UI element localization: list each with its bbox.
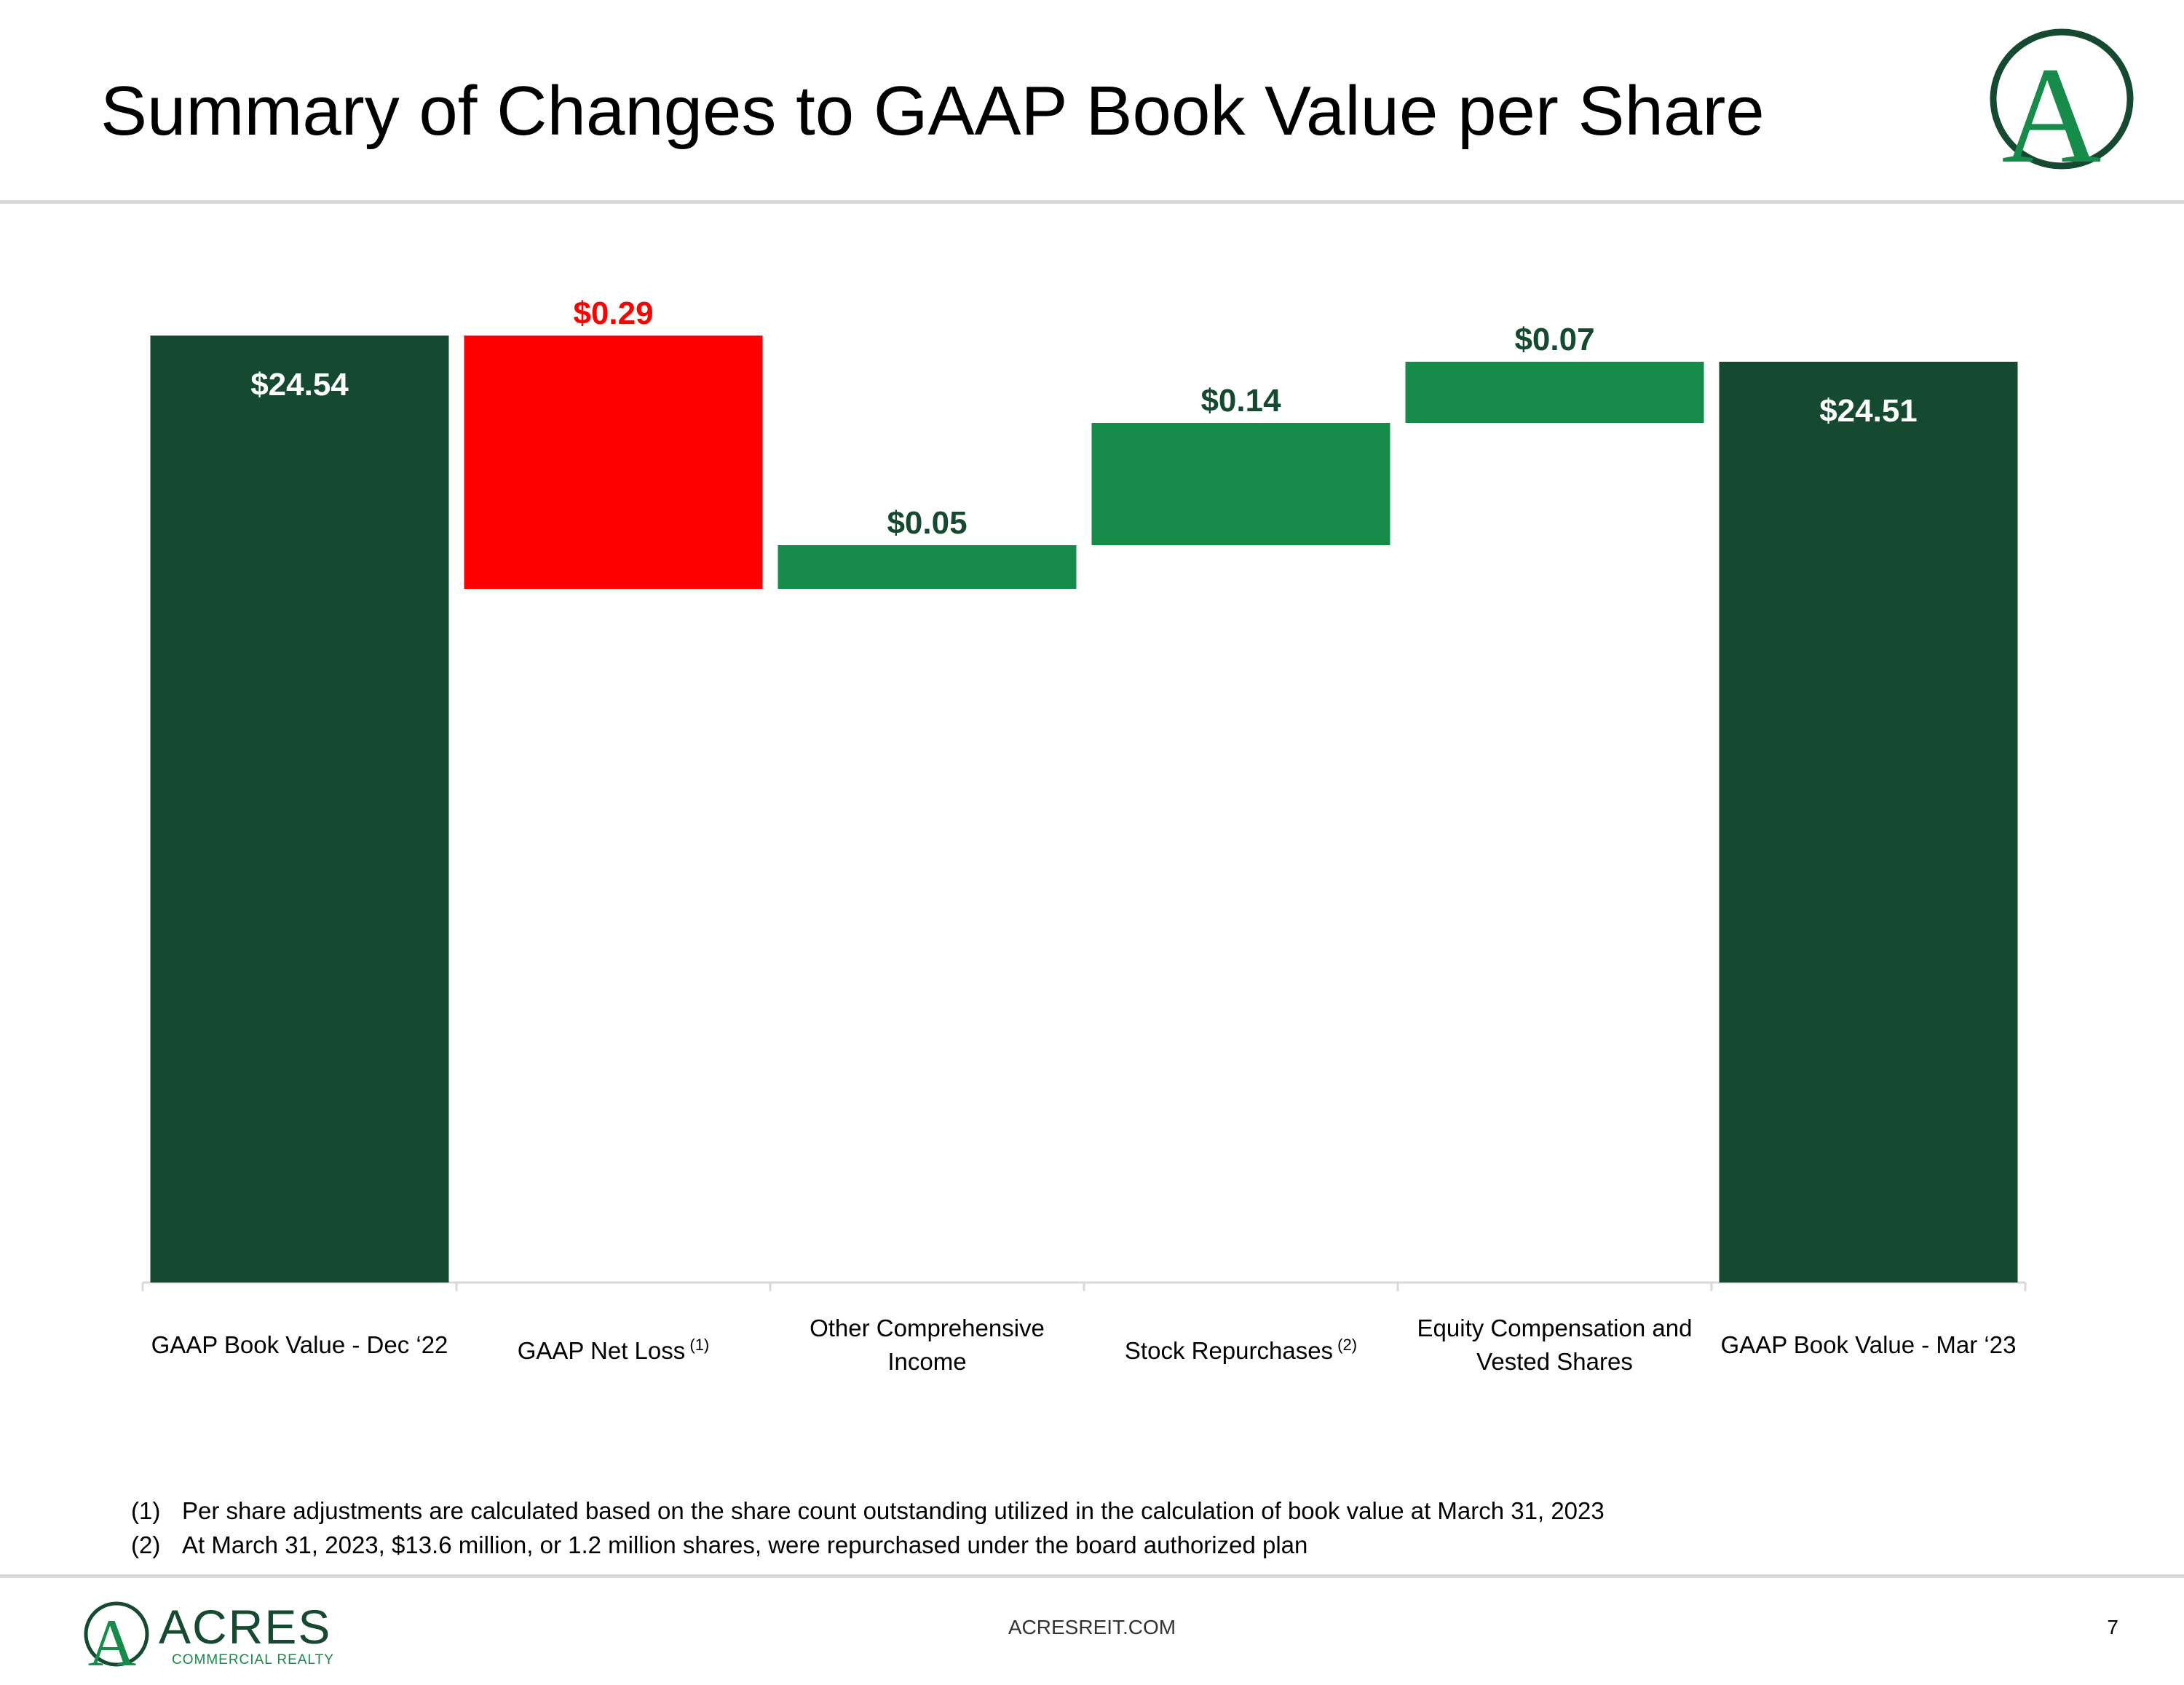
footnote-ref: (1) xyxy=(685,1336,710,1354)
data-label-1: $24.54 xyxy=(250,367,349,403)
footnote-2: (2) At March 31, 2023, $13.6 million, or … xyxy=(131,1531,1308,1558)
data-label-4: $0.14 xyxy=(1200,383,1281,419)
category-label-line: Vested Shares xyxy=(1476,1348,1633,1375)
category-label-2: GAAP Net Loss (1) xyxy=(461,1328,767,1368)
footer-logo-sub: COMMERCIAL REALTY xyxy=(172,1652,334,1668)
data-label-6: $24.51 xyxy=(1819,393,1918,429)
category-label-6: GAAP Book Value - Mar ‘23 xyxy=(1716,1328,2022,1362)
category-label-4: Stock Repurchases (2) xyxy=(1088,1328,1394,1368)
category-label-line: GAAP Book Value - Dec ‘22 xyxy=(151,1331,448,1358)
footnote-ref: (2) xyxy=(1333,1336,1358,1354)
acres-footer-logo: A ACRES COMMERCIAL REALTY xyxy=(84,1600,334,1674)
category-label-line: Other Comprehensive xyxy=(810,1315,1045,1341)
bar-2 xyxy=(464,336,763,589)
category-label-3: Other Comprehensive Income xyxy=(775,1312,1080,1379)
footer-website[interactable]: ACRESREIT.COM xyxy=(1008,1616,1176,1638)
bar-5 xyxy=(1405,362,1704,423)
data-label-2: $0.29 xyxy=(573,296,653,331)
category-label-1: GAAP Book Value - Dec ‘22 xyxy=(147,1328,453,1362)
data-label-5: $0.07 xyxy=(1514,322,1594,357)
footer-logo-name: ACRES xyxy=(159,1600,331,1654)
acres-logo-icon: A xyxy=(1990,28,2134,178)
category-label-line: GAAP Book Value - Mar ‘23 xyxy=(1720,1331,2017,1358)
bar-6 xyxy=(1719,362,2018,1282)
category-label-line: Income xyxy=(887,1348,967,1375)
bar-1 xyxy=(150,336,449,1282)
bar-4 xyxy=(1091,423,1390,545)
category-label-5: Equity Compensation and Vested Shares xyxy=(1402,1312,1708,1379)
category-label-line: Stock Repurchases (2) xyxy=(1124,1336,1358,1364)
category-label-line: Equity Compensation and xyxy=(1417,1315,1693,1341)
footer-logo-letter: A xyxy=(88,1606,136,1674)
waterfall-chart: $24.54 $0.29 $0.05 $0.14 $0.07 $24.51 xyxy=(141,296,2027,1291)
page-number: 7 xyxy=(2107,1616,2118,1638)
footnotes: (1) Per share adjustments are calculated … xyxy=(131,1494,1605,1562)
bar-3 xyxy=(778,545,1077,589)
category-label-line: GAAP Net Loss (1) xyxy=(517,1336,710,1364)
header-divider xyxy=(0,200,2184,204)
page-title: Summary of Changes to GAAP Book Value pe… xyxy=(100,72,1765,150)
footer-divider xyxy=(0,1574,2184,1578)
footnote-1: (1) Per share adjustments are calculated … xyxy=(131,1497,1605,1524)
logo-letter: A xyxy=(2001,39,2101,178)
data-label-3: $0.05 xyxy=(887,505,967,541)
